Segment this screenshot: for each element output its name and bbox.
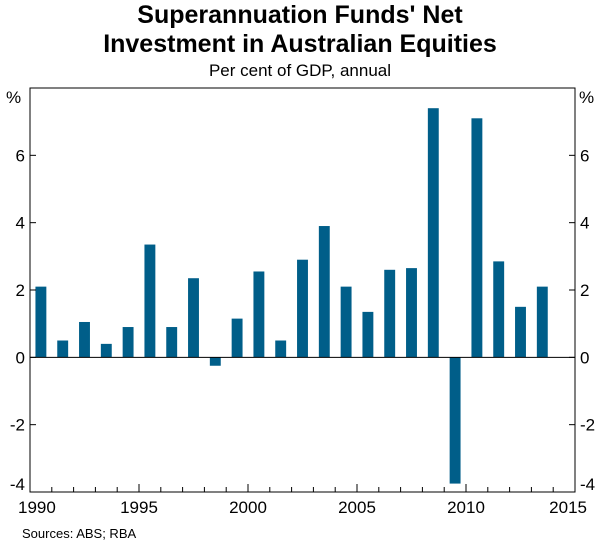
x-tick-label: 2015 xyxy=(549,498,587,517)
bar-2009 xyxy=(449,357,461,484)
bar-1998 xyxy=(209,357,221,366)
y-axis-unit-left: % xyxy=(6,88,22,107)
bar-1990 xyxy=(35,286,47,358)
y-tick-label-left: -4 xyxy=(10,475,25,494)
bar-1997 xyxy=(188,278,199,358)
bar-2008 xyxy=(427,108,439,358)
bar-2001 xyxy=(275,340,287,358)
bar-1991 xyxy=(57,340,69,358)
bar-2010 xyxy=(471,118,483,358)
y-tick-label-left: 2 xyxy=(16,281,25,300)
bar-2011 xyxy=(493,261,505,358)
y-tick-label-right: 4 xyxy=(580,214,589,233)
chart-title-line-1: Superannuation Funds' Net xyxy=(137,1,463,29)
bar-2006 xyxy=(384,269,396,358)
y-tick-label-right: 6 xyxy=(580,146,589,165)
bar-1996 xyxy=(166,327,178,358)
bar-2005 xyxy=(362,311,374,358)
sources-note: Sources: ABS; RBA xyxy=(22,526,137,541)
bar-2012 xyxy=(515,306,526,358)
x-tick-label: 2000 xyxy=(229,498,267,517)
y-tick-label-left: 0 xyxy=(16,348,25,367)
y-tick-label-right: 0 xyxy=(580,348,589,367)
bar-1993 xyxy=(100,343,112,358)
chart-title-line-2: Investment in Australian Equities xyxy=(103,30,497,58)
x-tick-label: 2005 xyxy=(338,498,376,517)
y-tick-label-left: 6 xyxy=(16,146,25,165)
bar-1995 xyxy=(144,244,156,358)
y-axis-unit-right: % xyxy=(579,88,595,107)
x-tick-label: 1995 xyxy=(120,498,158,517)
y-tick-label-right: -2 xyxy=(580,416,595,435)
bar-1992 xyxy=(79,321,90,358)
y-tick-label-left: -2 xyxy=(10,416,25,435)
bar-2013 xyxy=(536,286,548,358)
bar-1999 xyxy=(231,318,243,358)
bar-1994 xyxy=(122,327,134,358)
x-tick-label: 2010 xyxy=(447,498,485,517)
y-tick-label-left: 4 xyxy=(16,214,25,233)
bar-2000 xyxy=(253,271,265,358)
bar-2007 xyxy=(406,268,417,358)
bar-2002 xyxy=(297,259,308,358)
bar-2004 xyxy=(340,286,352,358)
chart-subtitle: Per cent of GDP, annual xyxy=(208,61,392,80)
y-tick-label-right: -4 xyxy=(580,475,595,494)
y-tick-label-right: 2 xyxy=(580,281,589,300)
bar-2003 xyxy=(318,226,330,358)
x-tick-label: 1990 xyxy=(18,498,56,517)
